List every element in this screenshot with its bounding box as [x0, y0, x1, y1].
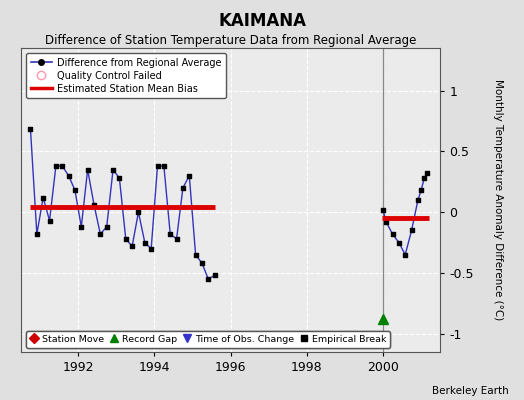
Point: [115, 175, 124, 181]
Point: [90, 202, 98, 208]
Point: [154, 163, 162, 169]
Point: [407, 227, 416, 234]
Point: [109, 166, 117, 173]
Point: [140, 239, 149, 246]
Point: [204, 276, 213, 282]
Point: [26, 126, 35, 133]
Point: [185, 172, 193, 179]
Point: [96, 231, 104, 237]
Point: [64, 172, 73, 179]
Point: [388, 231, 397, 237]
Point: [211, 272, 219, 278]
Legend: Station Move, Record Gap, Time of Obs. Change, Empirical Break: Station Move, Record Gap, Time of Obs. C…: [26, 331, 390, 348]
Point: [83, 166, 92, 173]
Point: [160, 163, 168, 169]
Point: [423, 170, 432, 176]
Point: [198, 260, 206, 266]
Point: [172, 236, 181, 242]
Point: [417, 187, 425, 194]
Point: [58, 163, 67, 169]
Y-axis label: Monthly Temperature Anomaly Difference (°C): Monthly Temperature Anomaly Difference (…: [493, 79, 503, 321]
Point: [166, 231, 174, 237]
Text: KAIMANA: KAIMANA: [218, 12, 306, 30]
Point: [382, 219, 390, 225]
Point: [32, 231, 41, 237]
Text: Berkeley Earth: Berkeley Earth: [432, 386, 508, 396]
Point: [103, 224, 111, 230]
Point: [46, 218, 54, 224]
Point: [122, 236, 130, 242]
Point: [71, 187, 79, 194]
Point: [379, 206, 387, 213]
Point: [395, 239, 403, 246]
Point: [52, 163, 60, 169]
Title: Difference of Station Temperature Data from Regional Average: Difference of Station Temperature Data f…: [45, 34, 416, 47]
Point: [420, 175, 429, 181]
Point: [128, 243, 136, 250]
Point: [147, 246, 156, 252]
Point: [401, 252, 409, 258]
Point: [77, 224, 85, 230]
Point: [179, 185, 187, 191]
Point: [191, 252, 200, 258]
Point: [39, 194, 47, 201]
Point: [134, 209, 143, 215]
Point: [414, 197, 422, 203]
